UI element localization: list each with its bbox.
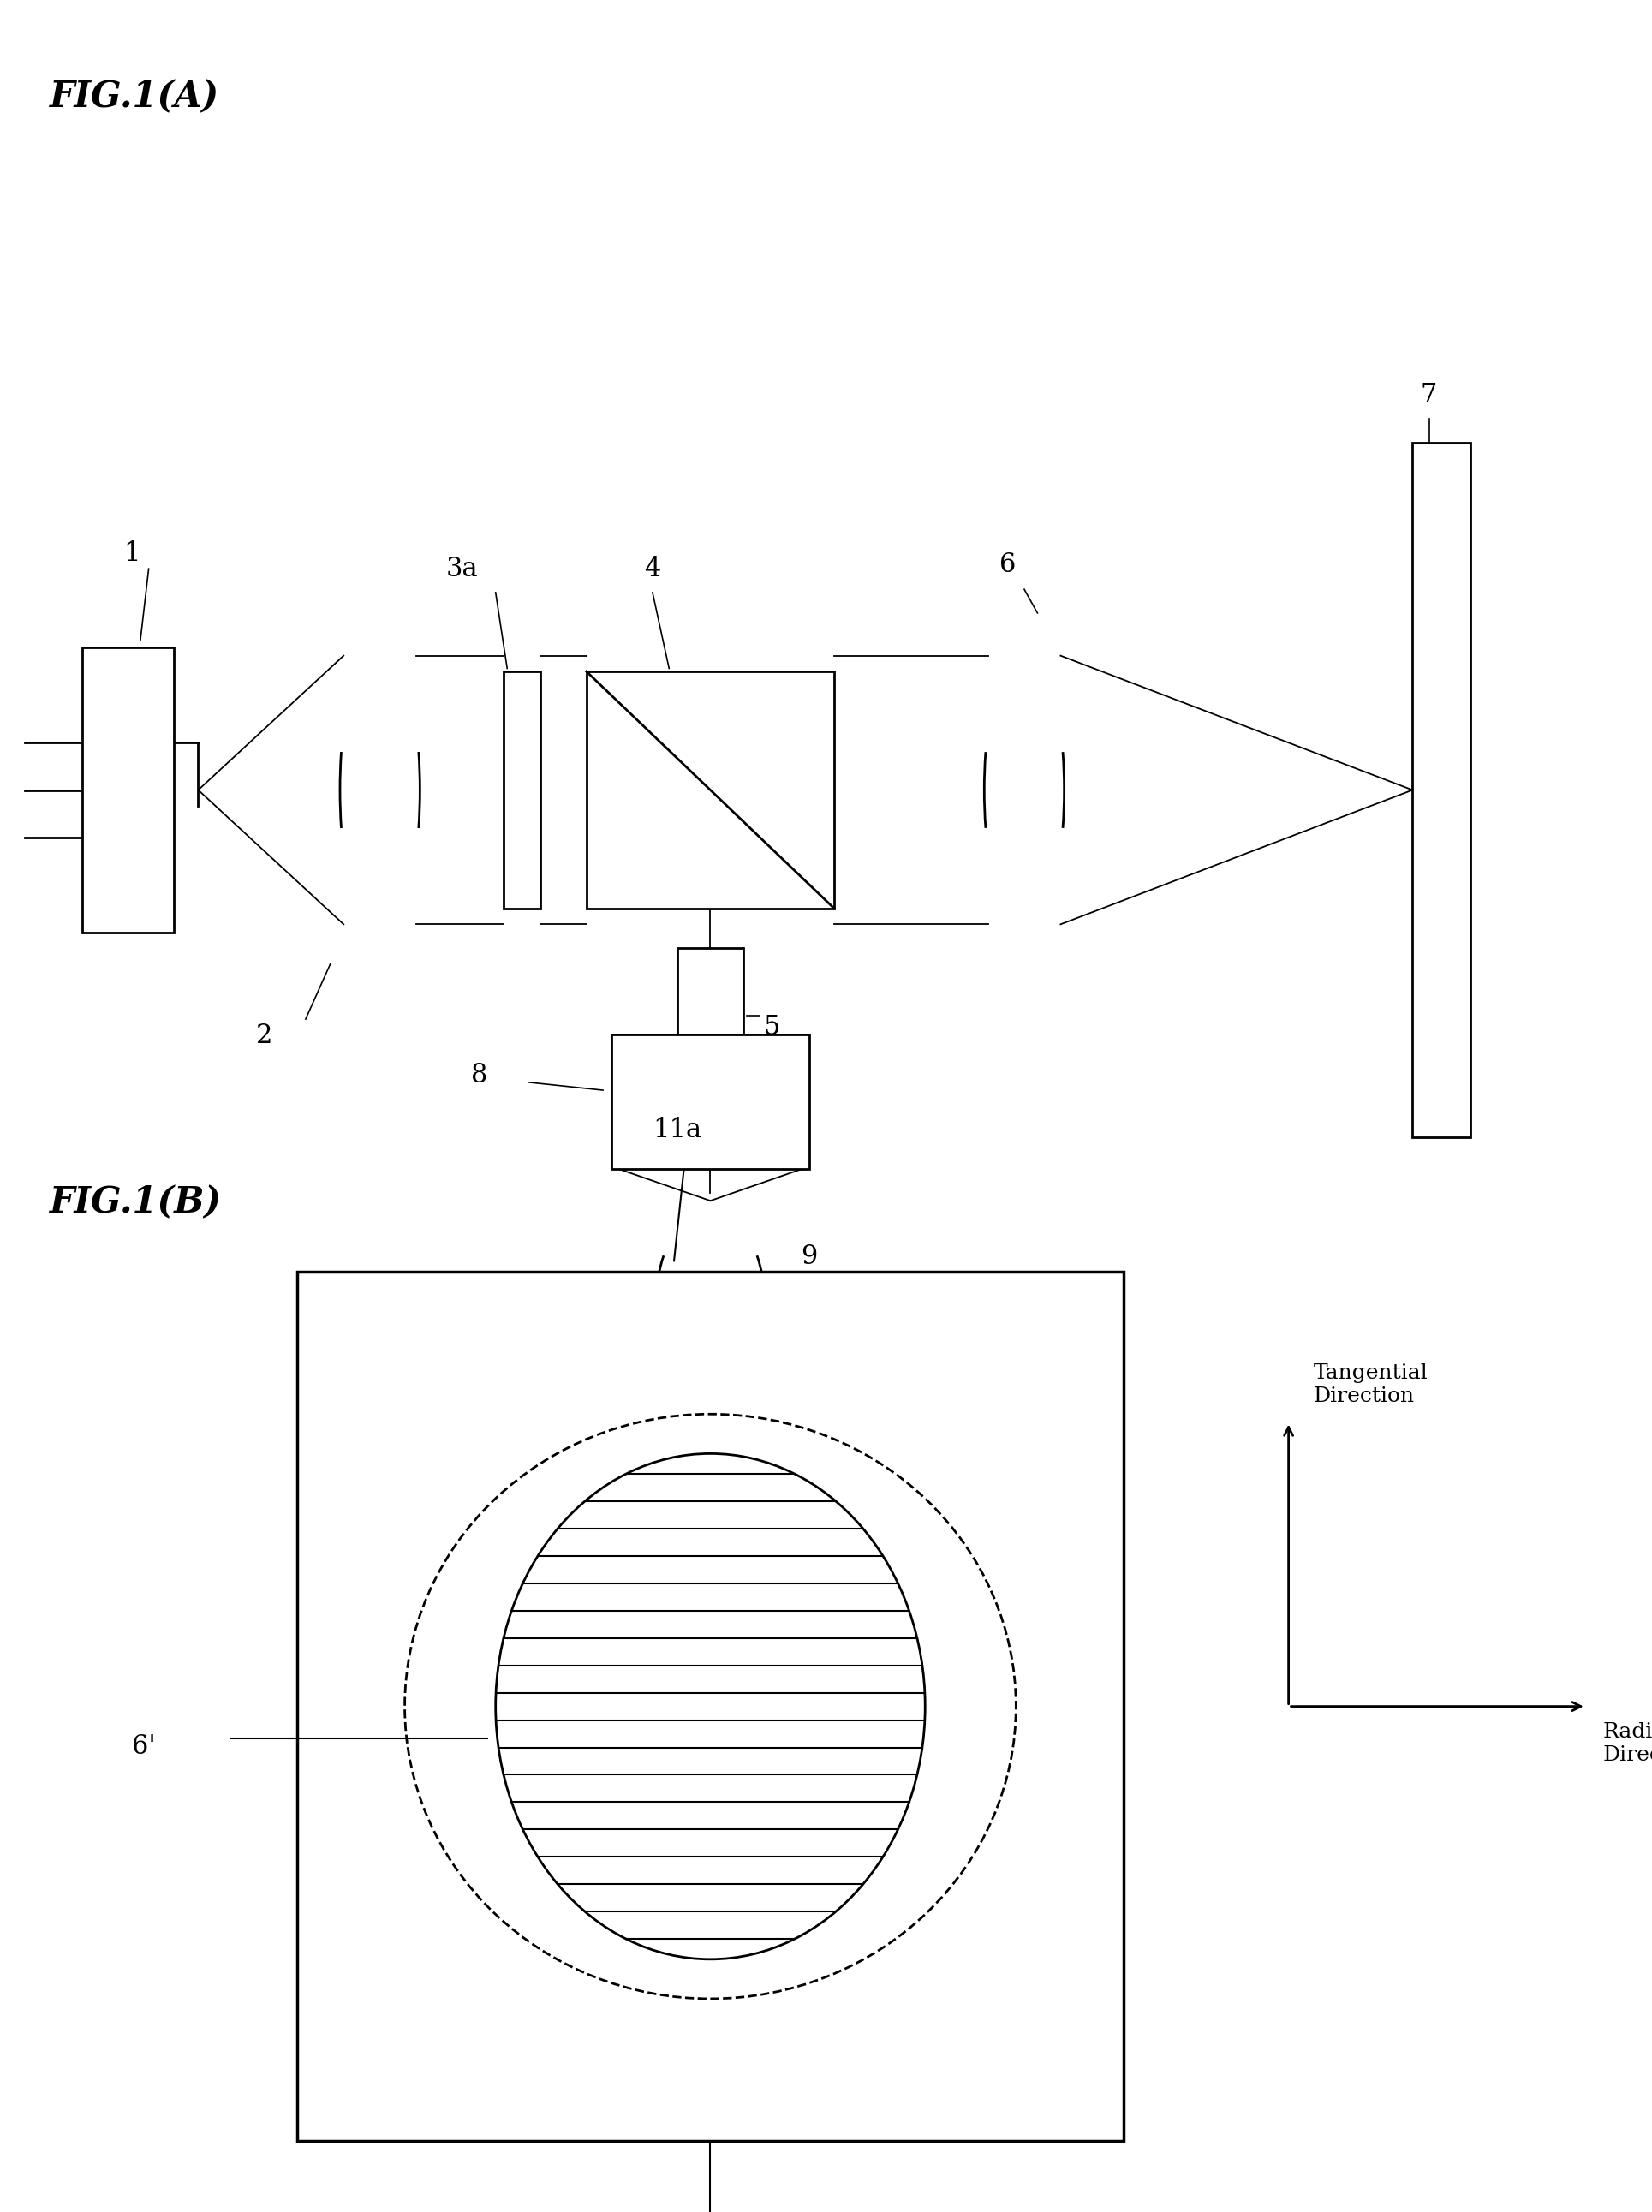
Text: 6: 6 xyxy=(999,551,1016,577)
Text: 6': 6' xyxy=(132,1734,155,1761)
Bar xyxy=(504,672,540,909)
Text: Radial
Direction: Radial Direction xyxy=(1602,1723,1652,1765)
Text: 8: 8 xyxy=(471,1062,487,1088)
Bar xyxy=(677,949,743,1082)
Bar xyxy=(611,1584,809,1663)
Text: FIG.1(B): FIG.1(B) xyxy=(50,1186,221,1221)
Text: 5: 5 xyxy=(763,1015,780,1042)
Text: 4: 4 xyxy=(644,555,661,582)
Text: FIG.1(A): FIG.1(A) xyxy=(50,80,220,115)
Bar xyxy=(611,1035,809,1170)
Ellipse shape xyxy=(496,1453,925,1960)
Text: 11a: 11a xyxy=(653,1117,702,1144)
Bar xyxy=(586,672,834,909)
Text: Tangential
Direction: Tangential Direction xyxy=(1313,1365,1427,1407)
Text: 10a: 10a xyxy=(686,1730,735,1756)
Bar xyxy=(297,1272,1123,2141)
Text: 2: 2 xyxy=(256,1022,273,1048)
Text: 1: 1 xyxy=(124,540,140,566)
Text: 9: 9 xyxy=(801,1243,818,1270)
Text: 3a: 3a xyxy=(446,555,479,582)
Bar xyxy=(1412,442,1470,1137)
Text: 7: 7 xyxy=(1421,383,1437,409)
Bar xyxy=(83,648,173,931)
